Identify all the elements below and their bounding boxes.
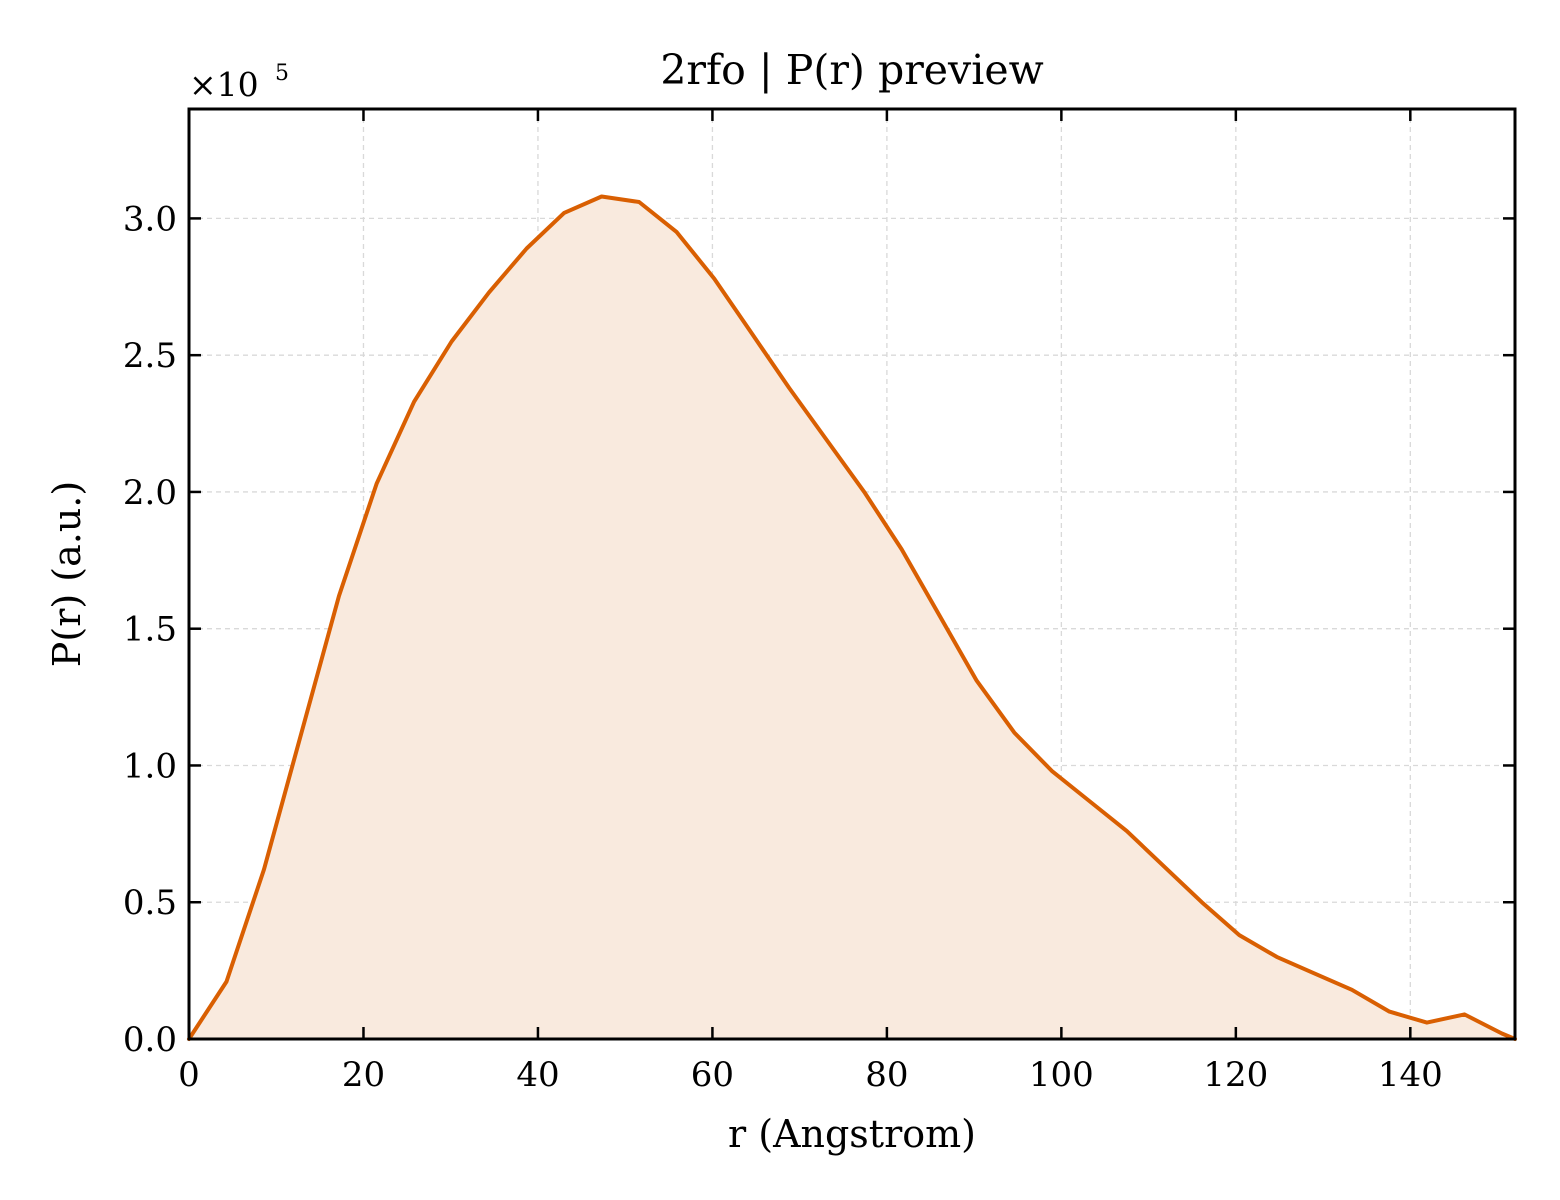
y-scale-exponent: 5 — [275, 61, 289, 86]
x-tick-label: 140 — [1378, 1055, 1443, 1095]
y-scale-label: ×10 — [189, 65, 259, 104]
y-axis-label: P(r) (a.u.) — [45, 481, 89, 667]
plot-frame — [187, 107, 1517, 1041]
axis-ticks — [187, 109, 1515, 1041]
y-tick-label: 0.5 — [123, 883, 177, 923]
y-tick-label: 1.5 — [123, 610, 177, 650]
area-fill — [189, 196, 1515, 1039]
x-tick-label: 20 — [342, 1055, 385, 1095]
x-tick-label: 100 — [1029, 1055, 1094, 1095]
y-scale-factor: ×10 5 — [189, 61, 289, 104]
x-tick-label: 0 — [178, 1055, 200, 1095]
x-tick-label: 60 — [691, 1055, 734, 1095]
x-tick-label: 80 — [865, 1055, 908, 1095]
x-tick-label: 40 — [516, 1055, 559, 1095]
chart-title: 2rfo | P(r) preview — [660, 46, 1043, 94]
y-tick-label: 2.5 — [123, 336, 177, 376]
tick-labels: 0 20 40 60 80 100 120 140 0.0 0.5 1.0 1.5 2.0 2.5 3.0 — [123, 199, 1443, 1095]
y-tick-label: 1.0 — [123, 746, 177, 786]
y-tick-label: 3.0 — [123, 199, 177, 239]
x-axis-label: r (Angstrom) — [728, 1112, 976, 1156]
x-tick-label: 120 — [1203, 1055, 1268, 1095]
series-line — [187, 194, 1517, 1041]
y-tick-label: 0.0 — [123, 1020, 177, 1060]
y-tick-label: 2.0 — [123, 473, 177, 513]
